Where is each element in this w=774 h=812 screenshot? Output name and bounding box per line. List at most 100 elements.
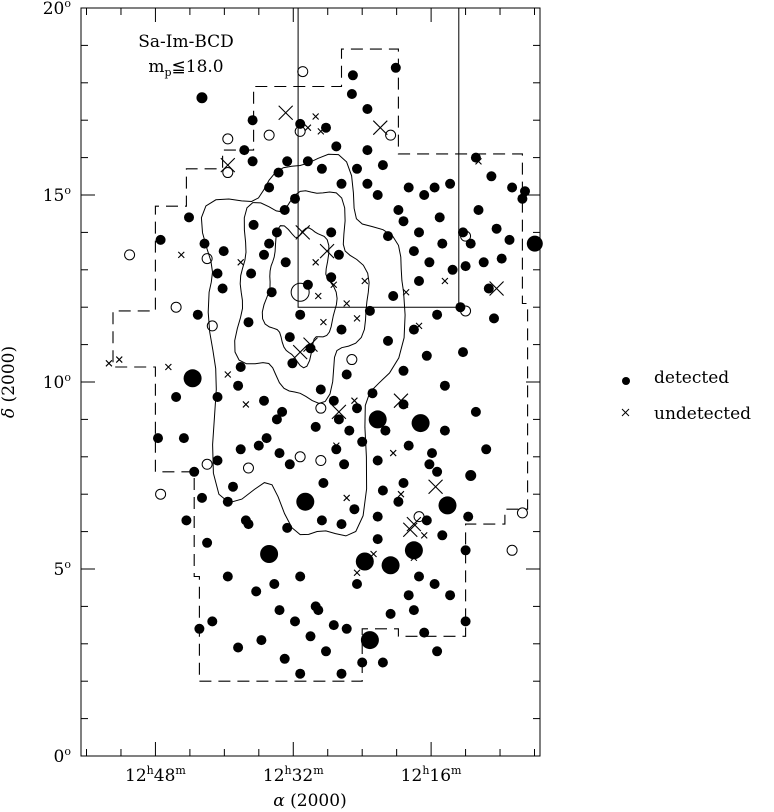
detected-point [372,534,383,545]
open-circle-mark [506,544,518,556]
detected-point [233,642,244,653]
detected-point [390,62,401,73]
detected-point [284,332,295,343]
undetected-stroke [351,397,358,405]
detected-point [274,448,285,459]
detected-point [189,466,200,477]
detected-point [333,414,344,425]
undetected-point [402,288,410,296]
undetected-stroke [220,157,236,173]
detected-point [432,466,443,477]
detected-point [235,362,246,372]
x-tick-label: 12h32m [263,764,324,786]
detected-point [419,627,430,638]
undetected-point [331,404,347,420]
detected-point [243,317,254,328]
axis-ticks [81,7,540,757]
detected-point [336,178,347,189]
undetected-stroke [330,281,338,289]
detected-point [504,234,515,245]
undetected-stroke [317,128,325,135]
detected-point [336,324,347,335]
detected-point [403,182,414,193]
detected-point [207,616,218,627]
detected-point [178,433,189,444]
detected-point [295,118,306,129]
detected-point [460,545,471,556]
undetected-stroke [115,356,123,363]
detected-point [282,156,293,167]
detected-point [295,668,306,679]
undetected-point [393,393,409,409]
detected-point [264,238,275,249]
detected-point [290,193,300,204]
undetected-stroke [304,124,312,132]
undetected-point [312,113,320,120]
undetected-stroke [242,401,250,408]
detected-point [408,605,419,616]
detected-point [284,459,295,470]
undetected-stroke [319,243,335,259]
detected-point [393,496,404,507]
detected-point [253,440,264,451]
detected-point [321,646,331,657]
undetected-point [278,105,294,121]
detected-point [197,492,207,503]
inset-box-line [297,8,460,308]
undetected-stroke [402,522,418,538]
undetected-point [397,490,405,498]
undetected-stroke [353,315,361,322]
detected-point [271,414,282,425]
detected-point [427,448,437,459]
survey-boundary-line [112,48,529,682]
undetected-point [343,494,351,502]
undetected-stroke [428,479,443,495]
detected-point [388,291,399,301]
detected-point [251,586,262,597]
undetected-stroke [295,225,311,240]
detected-point [404,541,423,560]
undetected-point [177,251,185,259]
detected-point [222,496,233,507]
legend: detected undetected [621,368,751,424]
undetected-point [389,449,397,457]
undetected-stroke [332,442,340,449]
detected-point [282,522,293,533]
undetected-point [220,157,236,173]
detected-point [287,358,298,369]
detected-point [470,406,481,417]
undetected-point [415,322,423,330]
undetected-stroke [370,550,377,558]
open-circle-mark [516,507,528,519]
detected-point [362,145,373,156]
undetected-point [410,554,418,562]
detected-point [349,504,360,515]
detected-point [460,261,471,272]
open-circle-mark [222,133,234,145]
detected-point [360,631,379,650]
open-circle-mark [263,129,275,141]
detected-point [398,399,409,410]
detected-point [259,249,269,260]
detected-point [403,440,414,451]
undetected-point [320,318,327,326]
detected-point [465,470,476,481]
open-circle-mark [315,455,327,467]
legend-undetected-marker [621,408,630,417]
detected-point [352,163,362,174]
x-tick-label: 12h16m [401,764,462,786]
undetected-point [441,277,449,285]
detected-point [202,537,213,548]
x-tick-labels: 12h48m 12h32m 12h16m [125,764,462,786]
detected-point [153,433,163,444]
detected-point [447,264,458,275]
detected-point [296,492,315,511]
detected-point [424,257,435,268]
detected-point [481,444,492,455]
detected-point [408,324,419,335]
detected-point [295,571,306,582]
detected-point [347,70,358,81]
detected-point [473,205,484,215]
undetected-stroke [343,300,351,307]
detected-point [310,421,321,432]
